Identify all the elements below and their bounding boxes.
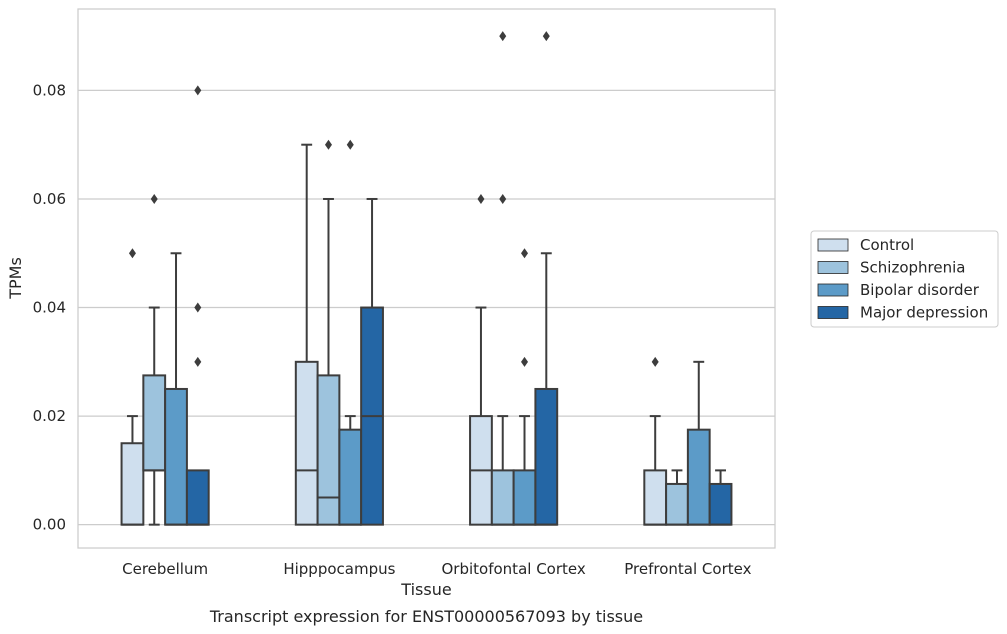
outlier-marker [477, 193, 485, 204]
plot-frame [77, 8, 776, 549]
box-3-0 [643, 356, 668, 526]
outlier-marker [194, 85, 202, 96]
box-iqr [665, 482, 689, 526]
box-iqr [643, 469, 668, 526]
legend-swatch [817, 283, 849, 297]
x-tick-label: Orbitofontal Cortex [442, 560, 586, 578]
x-tick-label: Cerebellum [122, 560, 208, 578]
y-tick-label: 0.06 [33, 190, 66, 208]
box-iqr [164, 387, 188, 526]
outlier-marker [521, 248, 529, 259]
y-tick-label: 0.00 [33, 516, 66, 534]
boxes [120, 31, 733, 526]
box-1-3 [360, 197, 384, 526]
x-tick-labels: Cerebellum Hipppocampus Orbitofontal Corte… [122, 560, 751, 578]
box-3-1 [665, 469, 689, 526]
outlier-marker [542, 31, 550, 42]
x-axis-label: Tissue [400, 580, 451, 599]
outlier-marker [194, 302, 202, 313]
box-iqr [534, 387, 559, 526]
y-tick-label: 0.02 [33, 407, 66, 425]
box-iqr [512, 469, 537, 526]
box-1-0 [294, 143, 319, 526]
box-iqr [120, 442, 145, 526]
legend-label: Schizophrenia [860, 259, 965, 277]
legend-swatch [817, 261, 849, 274]
outlier-marker [128, 248, 136, 259]
box-0-1 [142, 193, 167, 526]
legend: Control Schizophrenia Bipolar disorder Majo… [810, 230, 999, 328]
outlier-marker [651, 356, 659, 367]
legend-label: Major depression [860, 304, 988, 322]
box-0-3 [185, 85, 210, 526]
figure-caption: Transcript expression for ENST0000056709… [209, 607, 643, 626]
plot-background [78, 9, 775, 548]
box-0-2 [164, 252, 188, 526]
box-3-2 [686, 360, 711, 526]
y-tick-label: 0.04 [33, 299, 66, 317]
box-iqr [294, 360, 319, 526]
x-tick-label: Hipppocampus [283, 560, 395, 578]
box-iqr [708, 482, 733, 526]
legend-swatch [817, 306, 849, 319]
box-iqr [490, 469, 515, 526]
box-1-1 [316, 139, 341, 526]
outlier-marker [150, 193, 158, 204]
box-iqr [142, 374, 167, 472]
box-2-1 [490, 31, 515, 526]
legend-frame [810, 230, 999, 328]
y-tick-labels: 0.00 0.02 0.04 0.06 0.08 [33, 81, 66, 533]
outlier-marker [521, 356, 529, 367]
legend-label: Bipolar disorder [860, 281, 980, 299]
legend-swatch [817, 238, 849, 252]
x-tick-label: Prefrontal Cortex [624, 560, 751, 578]
box-iqr [316, 374, 341, 526]
box-3-3 [708, 469, 733, 526]
box-2-2 [512, 248, 537, 526]
outlier-marker [346, 139, 354, 150]
outlier-marker [324, 139, 332, 150]
outlier-marker [499, 31, 507, 42]
box-iqr [686, 428, 711, 526]
box-iqr [338, 428, 363, 526]
outlier-marker [194, 356, 202, 367]
y-axis-label: TPMs [6, 257, 25, 300]
box-2-3 [534, 31, 559, 526]
box-2-0 [469, 193, 493, 526]
legend-label: Control [860, 236, 914, 254]
box-0-0 [120, 248, 145, 526]
y-tick-label: 0.08 [33, 81, 66, 99]
box-iqr [185, 469, 210, 526]
outlier-marker [499, 193, 507, 204]
